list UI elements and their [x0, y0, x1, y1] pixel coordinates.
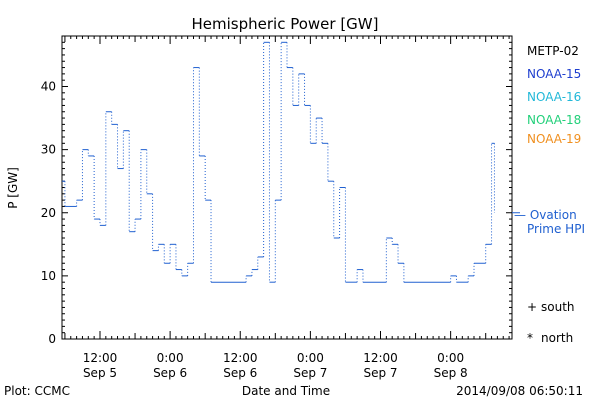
- legend-entry-metp-02: METP-02: [527, 44, 579, 58]
- x-tick-label-time: 12:00: [363, 351, 398, 365]
- x-tick-label-date: Sep 6: [153, 366, 187, 380]
- legend-entry-noaa-18: NOAA-18: [527, 113, 581, 127]
- x-tick-label-date: Sep 7: [363, 366, 397, 380]
- plot-frame: [61, 35, 513, 340]
- footer-plot-credit: Plot: CCMC: [4, 384, 70, 398]
- current-value-label-line2: Prime HPI: [527, 222, 585, 236]
- north-marker-label: north: [541, 331, 573, 345]
- y-tick-label: 30: [41, 143, 56, 157]
- south-marker-symbol: +: [527, 300, 537, 314]
- south-marker-label: south: [541, 300, 575, 314]
- x-tick-label-time: 12:00: [83, 351, 118, 365]
- legend: METP-02 NOAA-15 NOAA-16 NOAA-18 NOAA-19 …: [527, 44, 581, 345]
- y-tick-label: 0: [48, 332, 56, 346]
- north-marker-symbol: *: [527, 331, 533, 345]
- y-axis-label: P [GW]: [6, 167, 20, 209]
- x-tick-label-time: 0:00: [437, 351, 464, 365]
- chart-title: Hemispheric Power [GW]: [192, 15, 379, 33]
- legend-entry-noaa-19: NOAA-19: [527, 132, 581, 146]
- y-axis-ticks: 0 10 20 30 40: [41, 35, 512, 346]
- x-tick-label-date: Sep 7: [293, 366, 327, 380]
- x-tick-label-time: 12:00: [223, 351, 258, 365]
- footer-timestamp: 2014/09/08 06:50:11: [456, 384, 583, 398]
- x-tick-label-time: 0:00: [157, 351, 184, 365]
- legend-entry-noaa-15: NOAA-15: [527, 67, 581, 81]
- y-tick-label: 20: [41, 206, 56, 220]
- x-tick-label-date: Sep 5: [83, 366, 117, 380]
- x-tick-label-date: Sep 8: [434, 366, 468, 380]
- series-layer: [62, 41, 520, 283]
- y-tick-label: 40: [41, 80, 56, 94]
- x-tick-label-time: 0:00: [297, 351, 324, 365]
- x-axis-label: Date and Time: [242, 384, 330, 398]
- current-value-label-line1: — Ovation: [514, 208, 577, 222]
- y-tick-label: 10: [41, 269, 56, 283]
- x-tick-label-date: Sep 6: [223, 366, 257, 380]
- current-value-marker: — Ovation Prime HPI: [514, 208, 585, 236]
- legend-entry-noaa-16: NOAA-16: [527, 90, 581, 104]
